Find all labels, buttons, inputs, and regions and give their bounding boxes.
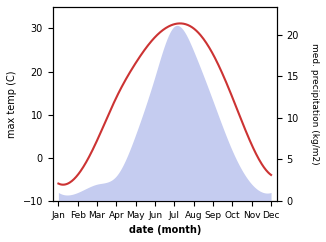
Y-axis label: max temp (C): max temp (C): [7, 70, 17, 138]
X-axis label: date (month): date (month): [128, 225, 201, 235]
Y-axis label: med. precipitation (kg/m2): med. precipitation (kg/m2): [310, 43, 319, 165]
